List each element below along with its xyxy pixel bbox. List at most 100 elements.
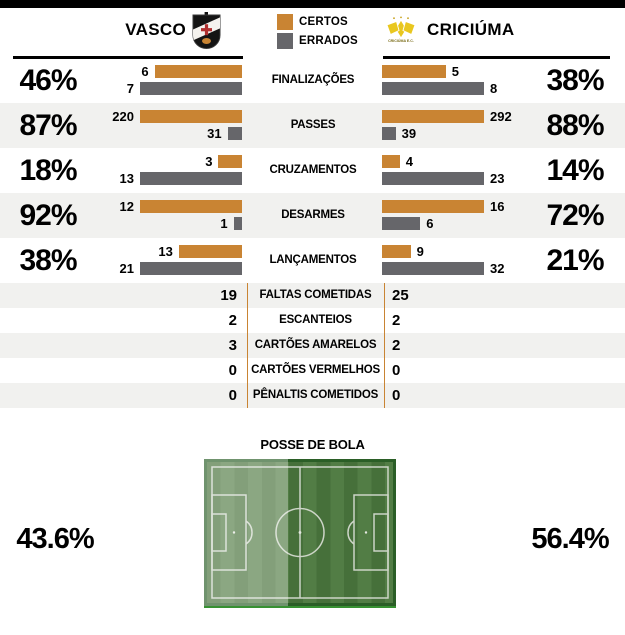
certos-bar: [382, 65, 446, 78]
stat-bar-row: 87% PASSES 88% 220 31 292 39: [0, 103, 625, 148]
errados-bar: [140, 82, 242, 95]
away-header-rule: [383, 56, 610, 59]
away-certos-line: 4: [382, 155, 484, 168]
certos-swatch: [277, 14, 293, 30]
errados-bar: [382, 127, 396, 140]
away-certos-line: 5: [382, 65, 484, 78]
bar-value-label: 32: [490, 261, 505, 276]
stat-label: ESCANTEIOS: [279, 314, 352, 326]
bar-value-label: 13: [158, 244, 173, 259]
bar-value-label: 7: [126, 81, 134, 96]
certos-bar: [140, 200, 242, 213]
errados-bar: [382, 217, 421, 230]
home-value: 0: [228, 362, 237, 379]
bar-value-label: 220: [112, 109, 134, 124]
bar-value-label: 292: [490, 109, 512, 124]
home-percentage: 46%: [19, 64, 77, 97]
errados-swatch: [277, 33, 293, 49]
home-bars: 220 31: [112, 110, 242, 141]
legend-certos-row: CERTOS: [277, 14, 358, 30]
stat-bar-row: 46% FINALIZAÇÕES 38% 6 7 5 8: [0, 58, 625, 103]
stat-label: FALTAS COMETIDAS: [259, 289, 372, 301]
certos-bar: [382, 110, 484, 123]
column-separator-right: [384, 283, 385, 408]
home-errados-line: 1: [140, 217, 242, 230]
stat-label: CRUZAMENTOS: [269, 164, 357, 176]
away-team-name: CRICIÚMA: [427, 20, 515, 39]
stat-label: PASSES: [290, 119, 336, 131]
stat-label: DESARMES: [281, 209, 345, 221]
home-header-rule: [13, 56, 243, 59]
away-certos-line: 16: [382, 200, 504, 213]
vasco-crest-logo: [191, 12, 222, 55]
away-bars: 16 6: [382, 200, 504, 231]
simple-stats-table: 19 FALTAS COMETIDAS 25 2 ESCANTEIOS 2 3 CARTÕES…: [0, 283, 625, 408]
bar-value-label: 13: [119, 171, 134, 186]
away-percentage: 38%: [546, 64, 604, 97]
away-percentage: 88%: [546, 109, 604, 142]
home-certos-line: 12: [120, 200, 242, 213]
errados-bar: [227, 127, 242, 140]
stat-row: 0 PÊNALTIS COMETIDOS 0: [0, 383, 625, 408]
stat-label: CARTÕES VERMELHOS: [251, 364, 380, 376]
away-errados-line: 39: [382, 127, 484, 140]
errados-bar: [382, 82, 484, 95]
bar-value-label: 8: [490, 81, 498, 96]
stat-row: 2 ESCANTEIOS 2: [0, 308, 625, 333]
stat-label: FINALIZAÇÕES: [271, 74, 355, 86]
certos-bar: [382, 200, 484, 213]
errados-bar: [140, 172, 242, 185]
legend: CERTOS ERRADOS: [277, 14, 358, 52]
away-percentage: 14%: [546, 154, 604, 187]
home-value: 19: [220, 287, 237, 304]
bar-value-label: 6: [426, 216, 434, 231]
away-possession-percentage: 56.4%: [531, 523, 609, 555]
pitch-lines: [211, 466, 389, 599]
certos-bar: [140, 110, 242, 123]
errados-label: ERRADOS: [299, 35, 358, 47]
bar-value-label: 12: [119, 199, 134, 214]
legend-errados-row: ERRADOS: [277, 33, 358, 49]
home-certos-line: 13: [140, 245, 242, 258]
home-certos-line: 220: [112, 110, 242, 123]
errados-bar: [382, 262, 484, 275]
away-errados-line: 8: [382, 82, 497, 95]
away-bars: 292 39: [382, 110, 512, 141]
stat-row: 19 FALTAS COMETIDAS 25: [0, 283, 625, 308]
bar-value-label: 3: [205, 154, 213, 169]
home-value: 0: [228, 387, 237, 404]
certos-bar: [218, 155, 242, 168]
away-value: 2: [392, 337, 401, 354]
stats-bar-chart: 46% FINALIZAÇÕES 38% 6 7 5 8 87% PASSES 88% 220 31 2…: [0, 58, 625, 283]
home-certos-line: 3: [140, 155, 242, 168]
home-bars: 12 1: [120, 200, 242, 231]
away-certos-line: 9: [382, 245, 484, 258]
home-possession-percentage: 43.6%: [16, 523, 94, 555]
home-errados-line: 13: [120, 172, 242, 185]
stat-label: CARTÕES AMARELOS: [254, 339, 377, 351]
away-percentage: 72%: [546, 199, 604, 232]
bar-value-label: 21: [119, 261, 134, 276]
home-value: 3: [228, 337, 237, 354]
certos-bar: [382, 245, 411, 258]
home-percentage: 87%: [19, 109, 77, 142]
column-separator-left: [247, 283, 248, 408]
bar-value-label: 5: [451, 64, 459, 79]
away-errados-line: 6: [382, 217, 484, 230]
stat-label: PÊNALTIS COMETIDOS: [252, 389, 379, 401]
stat-row: 3 CARTÕES AMARELOS 2: [0, 333, 625, 358]
home-percentage: 38%: [19, 244, 77, 277]
home-percentage: 18%: [19, 154, 77, 187]
certos-bar: [178, 245, 242, 258]
bar-value-label: 1: [220, 216, 228, 231]
bar-value-label: 6: [141, 64, 149, 79]
away-value: 25: [392, 287, 409, 304]
errados-bar: [233, 217, 242, 230]
stat-row: 0 CARTÕES VERMELHOS 0: [0, 358, 625, 383]
soccer-pitch: [204, 459, 396, 608]
stat-bar-row: 38% LANÇAMENTOS 21% 13 21 9 32: [0, 238, 625, 283]
bar-value-label: 31: [207, 126, 222, 141]
away-value: 0: [392, 387, 401, 404]
